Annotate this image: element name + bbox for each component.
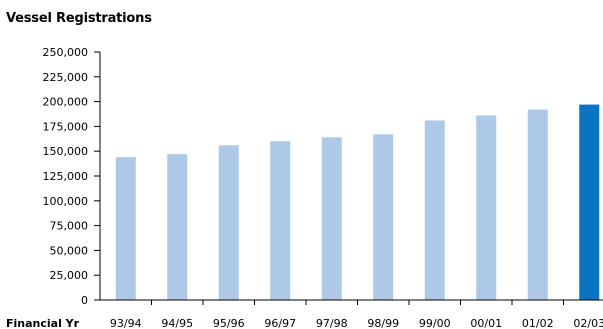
bar-96-97 bbox=[270, 141, 290, 300]
y-tick-label: 25,000 bbox=[50, 269, 89, 282]
y-tick-label: 250,000 bbox=[43, 46, 89, 59]
y-tick-label: 200,000 bbox=[43, 96, 89, 109]
bar-94-95 bbox=[167, 154, 187, 300]
y-tick-label: 125,000 bbox=[43, 170, 89, 183]
bar-00-01 bbox=[476, 115, 496, 300]
x-axis-label: Financial Yr bbox=[6, 317, 80, 329]
x-tick-label: 97/98 bbox=[316, 317, 348, 329]
bar-99-00 bbox=[425, 120, 445, 300]
bar-93-94 bbox=[116, 157, 136, 300]
y-tick-label: 75,000 bbox=[50, 220, 89, 233]
y-axis: 0 25,000 50,000 75,000 100,000 125,000 150,000… bbox=[43, 46, 101, 307]
bar-02-03 bbox=[579, 105, 599, 300]
x-tick-label: 99/00 bbox=[419, 317, 451, 329]
bar-97-98 bbox=[322, 137, 342, 300]
x-tick-label: 00/01 bbox=[470, 317, 502, 329]
x-tick-label: 02/03 bbox=[573, 317, 603, 329]
bar-01-02 bbox=[528, 110, 548, 300]
x-tick-label: 98/99 bbox=[367, 317, 399, 329]
x-tick-label: 96/97 bbox=[264, 317, 296, 329]
x-tick-label: 93/94 bbox=[110, 317, 142, 329]
y-tick-label: 100,000 bbox=[43, 195, 89, 208]
y-tick-label: 225,000 bbox=[43, 71, 89, 84]
bar-98-99 bbox=[373, 134, 393, 300]
bars bbox=[116, 105, 600, 300]
x-tick-label: 95/96 bbox=[213, 317, 245, 329]
y-tick-label: 150,000 bbox=[43, 145, 89, 158]
x-tick-label: 01/02 bbox=[522, 317, 554, 329]
y-tick-label: 0 bbox=[81, 294, 88, 307]
bar-95-96 bbox=[219, 145, 239, 300]
x-axis: 93/94 94/95 95/96 96/97 97/98 98/99 99/00 00/01… bbox=[6, 300, 603, 329]
y-tick-label: 50,000 bbox=[50, 244, 89, 257]
x-tick-label: 94/95 bbox=[161, 317, 193, 329]
y-tick-label: 175,000 bbox=[43, 120, 89, 133]
